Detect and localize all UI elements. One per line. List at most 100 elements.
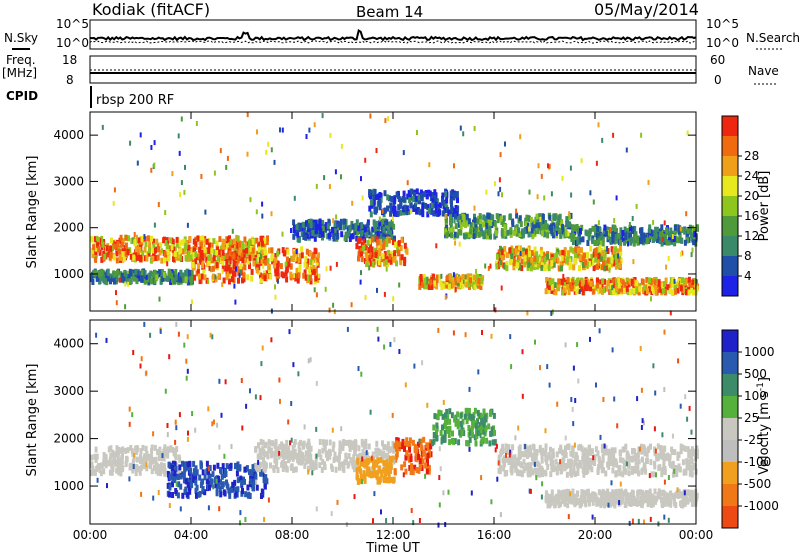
range-gate-cell [170, 276, 174, 283]
range-gate-cell [415, 195, 419, 202]
range-gate-cell [597, 464, 601, 471]
range-gate-cell [168, 473, 172, 480]
range-gate-cell [321, 225, 325, 232]
range-gate-cell [606, 257, 610, 264]
range-gate-cell [526, 463, 530, 470]
range-gate-cell [657, 279, 661, 286]
range-gate-cell [254, 446, 258, 452]
range-gate-cell [557, 257, 560, 263]
range-gate-cell [552, 289, 556, 296]
range-gate-cell [303, 261, 307, 268]
range-gate-cell [621, 279, 625, 286]
range-gate-cell [389, 210, 393, 217]
range-gate-cell [553, 282, 557, 288]
range-gate-cell [201, 235, 205, 242]
range-gate-cell [360, 230, 364, 237]
range-gate-cell [578, 289, 581, 295]
range-gate-cell [368, 265, 371, 271]
range-gate-cell [489, 220, 493, 226]
range-gate-cell [453, 231, 457, 238]
range-gate-cell [633, 448, 637, 455]
range-gate-cell [518, 215, 522, 222]
range-gate-cell [668, 231, 671, 238]
range-gate-cell [676, 454, 680, 461]
range-gate-cell [225, 259, 229, 265]
range-gate-cell [642, 444, 646, 451]
range-gate-cell [194, 241, 198, 248]
range-gate-cell [125, 455, 128, 462]
range-gate-cell [613, 238, 617, 245]
range-gate-cell [444, 294, 447, 300]
range-gate-cell [307, 219, 310, 226]
range-gate-cell [677, 237, 681, 244]
range-gate-cell [124, 447, 128, 454]
range-gate-cell [292, 441, 296, 448]
range-gate-cell [420, 464, 424, 471]
range-gate-cell [93, 236, 97, 243]
range-gate-cell [430, 192, 434, 199]
range-gate-cell [533, 449, 537, 455]
range-gate-cell [531, 443, 535, 450]
range-gate-cell [607, 278, 611, 285]
range-gate-cell [216, 246, 220, 253]
range-gate-cell [129, 445, 133, 451]
range-gate-cell [543, 222, 547, 229]
range-gate-cell [243, 466, 247, 473]
range-gate-cell [255, 484, 259, 491]
range-gate-cell [250, 482, 254, 489]
range-gate-cell [413, 464, 417, 471]
range-gate-cell [262, 263, 265, 269]
range-gate-cell [692, 239, 696, 246]
range-gate-cell [143, 236, 147, 243]
range-gate-cell [297, 272, 301, 279]
range-gate-cell [650, 296, 652, 302]
range-gate-cell [156, 449, 160, 456]
range-gate-cell [236, 464, 240, 471]
range-gate-cell [262, 464, 266, 471]
range-gate-cell [566, 220, 570, 226]
range-gate-cell [108, 457, 112, 464]
range-gate-cell [119, 234, 123, 241]
range-gate-cell [296, 232, 300, 239]
range-gate-cell [376, 253, 380, 260]
range-gate-cell [231, 228, 234, 234]
range-gate-cell [526, 453, 529, 459]
range-gate-cell [595, 240, 599, 246]
range-gate-cell [162, 463, 166, 469]
range-gate-cell [321, 231, 325, 238]
range-gate-cell [501, 443, 505, 450]
range-gate-cell [400, 254, 404, 261]
range-gate-cell [560, 255, 564, 262]
range-gate-cell [382, 451, 385, 458]
range-gate-cell [479, 284, 483, 290]
range-gate-cell [602, 449, 606, 456]
range-gate-cell [534, 454, 538, 461]
range-gate-cell [573, 493, 576, 500]
range-gate-cell [535, 251, 539, 258]
range-gate-cell [374, 230, 378, 236]
range-gate-cell [135, 456, 139, 463]
range-gate-cell [676, 287, 680, 294]
range-gate-cell [566, 462, 570, 469]
range-gate-cell [153, 247, 157, 254]
range-gate-cell [367, 229, 371, 236]
range-gate-cell [383, 460, 387, 467]
range-gate-cell [441, 424, 444, 431]
range-gate-cell [482, 421, 486, 428]
range-gate-cell [421, 211, 425, 218]
range-gate-cell [432, 201, 436, 208]
range-gate-cell [592, 265, 596, 272]
range-gate-cell [201, 262, 205, 269]
range-gate-cell [589, 463, 593, 470]
range-gate-cell [144, 270, 147, 275]
range-gate-cell [688, 450, 692, 457]
range-gate-cell [318, 221, 322, 228]
range-gate-cell [529, 448, 532, 455]
range-gate-cell [166, 275, 169, 282]
range-gate-cell [444, 417, 448, 424]
range-gate-cell [662, 459, 666, 466]
range-gate-cell [197, 263, 200, 270]
range-gate-cell [482, 214, 486, 221]
range-gate-cell [305, 458, 309, 465]
range-gate-cell [485, 437, 489, 444]
